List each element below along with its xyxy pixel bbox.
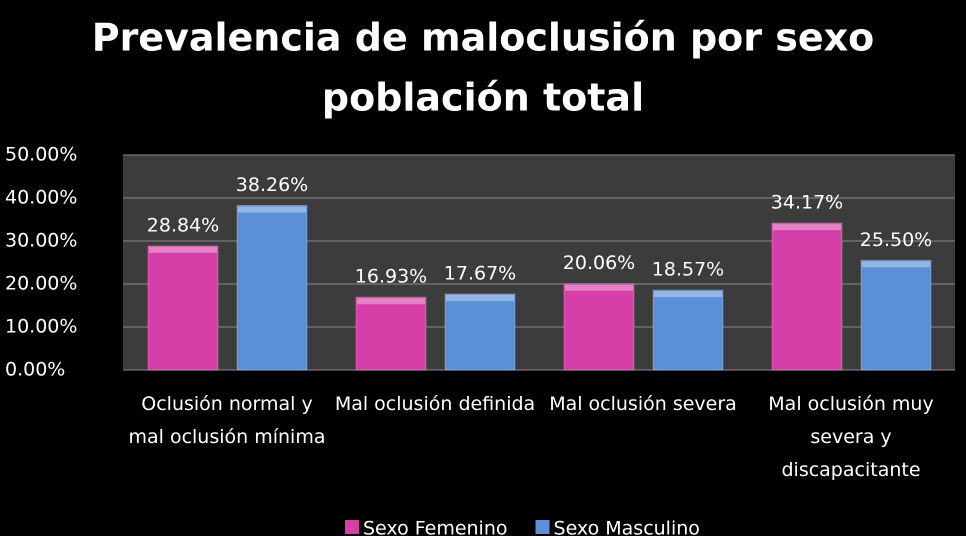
legend-swatch [345,520,359,534]
x-tick-label: Oclusión normal y mal oclusión mínima [128,393,326,448]
bar-highlight [773,224,841,231]
bar-highlight [149,246,217,253]
value-label: 28.84% [147,214,219,236]
bar [355,296,427,371]
bar [236,204,308,371]
y-tick-label: 10.00% [5,316,77,338]
bar-highlight [446,295,514,302]
y-tick-label: 0.00% [5,359,65,381]
value-label: 38.26% [236,174,308,196]
bar [147,245,219,371]
chart-subtitle: población total [322,76,644,120]
value-label: 20.06% [563,252,635,274]
x-tick-label: Mal oclusión definida [334,393,536,415]
bar [563,283,635,371]
value-label: 16.93% [355,266,427,288]
bar [444,293,516,371]
chart-title: Prevalencia de maloclusión por sexo [92,16,875,60]
y-tick-label: 20.00% [5,273,77,295]
y-tick-label: 50.00% [5,144,77,166]
value-label: 25.50% [860,229,932,251]
bar [860,259,932,371]
bar-highlight [654,291,722,298]
bar-highlight [238,206,306,213]
y-tick-label: 40.00% [5,187,77,209]
x-tick-label: Mal oclusión severa [549,393,737,415]
legend-label: Sexo Femenino [363,518,508,536]
bar [652,289,724,371]
bar-highlight [565,284,633,291]
legend-label: Sexo Masculino [554,518,700,536]
legend-swatch [535,520,550,534]
bar-highlight [357,298,425,305]
value-label: 34.17% [771,192,843,214]
y-tick-label: 30.00% [5,230,77,252]
x-tick-label: Mal oclusión muy severa y discapacitante [768,393,934,481]
bar [771,222,843,371]
value-label: 17.67% [444,263,516,285]
bar-highlight [862,261,930,268]
value-label: 18.57% [652,259,724,281]
